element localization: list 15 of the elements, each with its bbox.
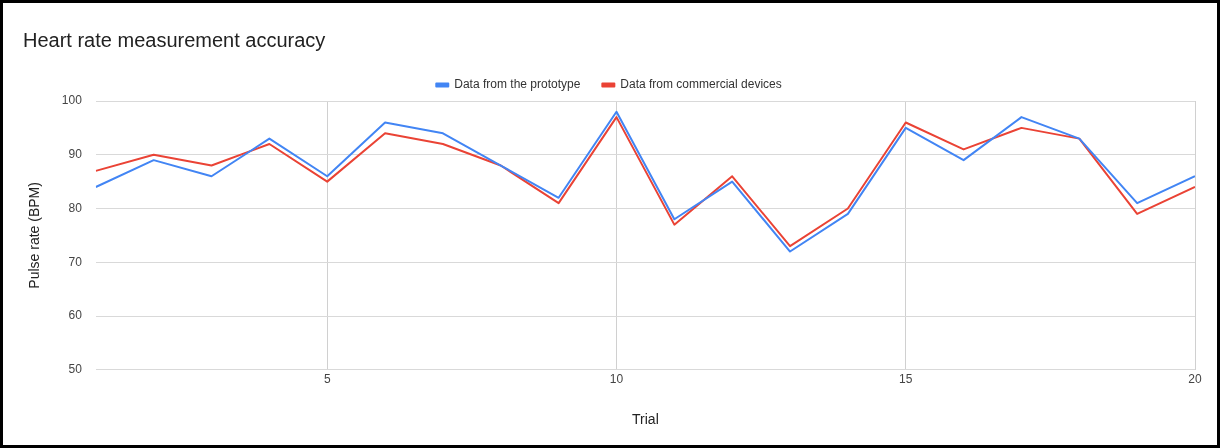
x-tick-label: 5 <box>323 372 331 387</box>
y-axis-title: Pulse rate (BPM) <box>26 182 43 289</box>
x-tick-label: 15 <box>899 372 913 387</box>
y-tick-label: 60 <box>68 308 83 323</box>
y-tick-label: 90 <box>68 147 83 162</box>
legend-label: Data from the prototype <box>454 77 581 92</box>
y-tick-label: 80 <box>68 200 83 215</box>
legend-label: Data from commercial devices <box>620 77 782 92</box>
y-tick-label: 70 <box>68 254 83 269</box>
chart-title: Heart rate measurement accuracy <box>23 28 326 51</box>
x-tick-label: 20 <box>1188 372 1202 387</box>
y-tick-label: 50 <box>68 362 83 377</box>
x-axis-title: Trial <box>632 411 659 428</box>
y-tick-label: 100 <box>61 93 83 108</box>
x-tick-label: 10 <box>609 372 624 387</box>
